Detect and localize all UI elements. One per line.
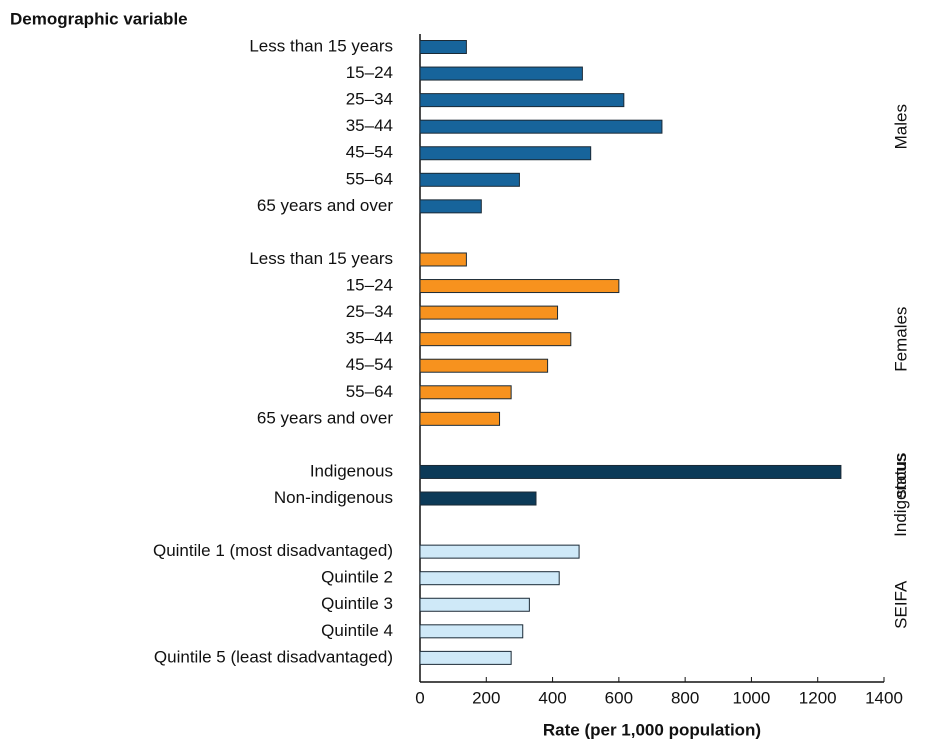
y-tick-label: Indigenous xyxy=(310,461,393,480)
y-tick-label: 55–64 xyxy=(346,169,393,188)
x-tick-label: 1400 xyxy=(865,688,903,707)
bar xyxy=(419,93,625,108)
group-label: SEIFA xyxy=(891,580,910,629)
bar xyxy=(419,172,520,187)
group-label: Indigenousstatus xyxy=(891,453,910,537)
y-tick-label: Quintile 5 (least disadvantaged) xyxy=(154,647,393,666)
y-tick-label: 35–44 xyxy=(346,116,393,135)
y-tick-label: 45–54 xyxy=(346,355,393,374)
bar xyxy=(419,358,549,373)
bar xyxy=(419,597,530,612)
bar xyxy=(419,119,663,134)
x-tick-label: 200 xyxy=(472,688,500,707)
bar xyxy=(419,305,559,320)
bar xyxy=(419,40,467,54)
y-tick-label: Quintile 1 (most disadvantaged) xyxy=(153,541,393,560)
y-tick-label: 15–24 xyxy=(346,276,393,295)
y-tick-label: 55–64 xyxy=(346,382,393,401)
bar xyxy=(419,332,572,347)
y-tick-label: 15–24 xyxy=(346,63,393,82)
bar xyxy=(419,491,537,506)
y-axis-title: Demographic variable xyxy=(10,9,188,28)
bar xyxy=(419,199,482,214)
x-tick-label: 600 xyxy=(605,688,633,707)
bar xyxy=(419,624,524,639)
bar xyxy=(419,544,580,559)
x-tick-label: 800 xyxy=(671,688,699,707)
y-tick-label: Less than 15 years xyxy=(249,36,393,55)
y-tick-label: Quintile 4 xyxy=(321,621,393,640)
bar xyxy=(419,650,512,665)
y-tick-label: 25–34 xyxy=(346,90,393,109)
group-label: Females xyxy=(891,307,910,372)
x-tick-label: 1000 xyxy=(733,688,771,707)
y-tick-label: Less than 15 years xyxy=(249,249,393,268)
y-tick-label: Quintile 2 xyxy=(321,568,393,587)
bar xyxy=(419,464,842,479)
y-tick-label: 25–34 xyxy=(346,302,393,321)
y-tick-label: 65 years and over xyxy=(257,408,393,427)
bar xyxy=(419,385,512,400)
bar xyxy=(419,279,620,294)
bar xyxy=(419,571,560,586)
bar xyxy=(419,66,583,81)
y-tick-label: Non-indigenous xyxy=(274,488,393,507)
y-tick-label: 45–54 xyxy=(346,143,393,162)
y-tick-label: 35–44 xyxy=(346,329,393,348)
group-label: Males xyxy=(891,104,910,149)
y-tick-label: Quintile 3 xyxy=(321,594,393,613)
y-tick-label: 65 years and over xyxy=(257,196,393,215)
x-axis-title: Rate (per 1,000 population) xyxy=(543,720,761,739)
x-tick-label: 0 xyxy=(415,688,424,707)
bar xyxy=(419,252,467,267)
x-tick-label: 1200 xyxy=(799,688,837,707)
bar xyxy=(419,146,592,161)
bar xyxy=(419,411,501,426)
x-tick-label: 400 xyxy=(538,688,566,707)
